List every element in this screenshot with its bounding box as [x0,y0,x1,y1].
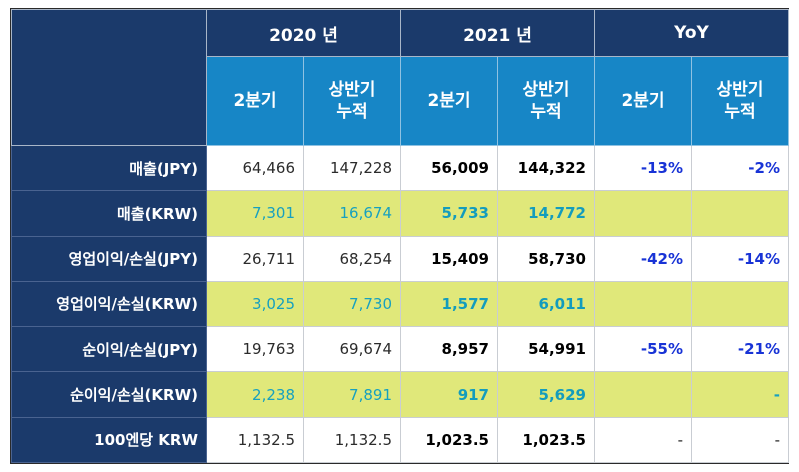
cell-2020-h1: 147,228 [303,144,401,192]
cell-yoy-h1: -2% [691,144,789,192]
header-h1-line2: 누적 [336,102,368,122]
header-2020: 2020 년 [206,9,401,57]
cell-2020-q2: 19,763 [206,326,304,373]
header-h1-line2: 누적 [724,102,756,122]
header-row-periods: 2분기 상반기 누적 2분기 상반기 누적 2분기 상반기 누적 [12,56,789,146]
cell-yoy-q2 [594,280,692,328]
cell-2021-h1: 14,772 [497,190,595,237]
row-label: 영업이익/손실(JPY) [11,235,207,282]
cell-2021-q2: 1,023.5 [400,416,498,464]
cell-2020-h1: 7,891 [303,371,401,418]
cell-2020-q2: 2,238 [206,371,304,418]
row-label: 매출(JPY) [11,144,207,192]
cell-yoy-h1: - [691,371,789,418]
table-row-operating-jpy: 영업이익/손실(JPY) 26,711 68,254 15,409 58,730… [11,235,789,282]
cell-yoy-h1 [691,190,789,237]
header-2020-h1: 상반기 누적 [303,56,401,146]
financial-table: 2020 년 2021 년 YoY 2분기 상반기 누적 2분기 상반기 누적 2분… [11,9,789,464]
cell-2021-h1: 6,011 [497,280,595,328]
row-label: 영업이익/손실(KRW) [11,280,207,328]
cell-yoy-q2: -55% [594,326,692,373]
header-2021: 2021 년 [400,9,595,57]
cell-yoy-h1: - [691,416,789,464]
table-row-revenue-krw: 매출(KRW) 7,301 16,674 5,733 14,772 [11,190,789,237]
cell-2021-h1: 5,629 [497,371,595,418]
table-row-operating-krw: 영업이익/손실(KRW) 3,025 7,730 1,577 6,011 [11,280,789,328]
cell-2020-q2: 7,301 [206,190,304,237]
header-h1-line1: 상반기 [522,80,570,100]
row-label: 매출(KRW) [11,190,207,237]
cell-2020-q2: 3,025 [206,280,304,328]
cell-2021-h1: 1,023.5 [497,416,595,464]
financial-table-frame: 2020 년 2021 년 YoY 2분기 상반기 누적 2분기 상반기 누적 2분… [10,8,789,464]
cell-2020-h1: 68,254 [303,235,401,282]
cell-yoy-h1: -14% [691,235,789,282]
row-label: 순이익/손실(JPY) [11,326,207,373]
cell-2021-h1: 58,730 [497,235,595,282]
cell-yoy-q2: -13% [594,144,692,192]
cell-2021-q2: 56,009 [400,144,498,192]
row-label: 100엔당 KRW [11,416,207,464]
header-2021-h1: 상반기 누적 [497,56,595,146]
cell-yoy-q2: -42% [594,235,692,282]
header-h1-line1: 상반기 [716,80,764,100]
cell-2021-q2: 8,957 [400,326,498,373]
cell-2020-h1: 16,674 [303,190,401,237]
table-row-revenue-jpy: 매출(JPY) 64,466 147,228 56,009 144,322 -1… [11,144,789,192]
cell-2020-h1: 1,132.5 [303,416,401,464]
cell-2020-q2: 1,132.5 [206,416,304,464]
cell-2021-h1: 144,322 [497,144,595,192]
header-corner [11,9,207,146]
cell-yoy-h1: -21% [691,326,789,373]
cell-2021-q2: 917 [400,371,498,418]
table-row-net-jpy: 순이익/손실(JPY) 19,763 69,674 8,957 54,991 -… [11,326,789,373]
table-row-fx-rate: 100엔당 KRW 1,132.5 1,132.5 1,023.5 1,023.… [11,416,789,464]
header-yoy-q2: 2분기 [594,56,692,146]
row-label: 순이익/손실(KRW) [11,371,207,418]
header-2020-q2: 2분기 [206,56,304,146]
header-h1-line2: 누적 [530,102,562,122]
header-yoy: YoY [594,9,789,57]
header-2021-q2: 2분기 [400,56,498,146]
cell-yoy-q2 [594,190,692,237]
cell-2021-q2: 1,577 [400,280,498,328]
header-yoy-h1: 상반기 누적 [691,56,789,146]
cell-2020-h1: 69,674 [303,326,401,373]
cell-2021-q2: 5,733 [400,190,498,237]
cell-yoy-q2: - [594,416,692,464]
table-row-net-krw: 순이익/손실(KRW) 2,238 7,891 917 5,629 - [11,371,789,418]
header-row-years: 2020 년 2021 년 YoY [11,9,789,146]
header-h1-line1: 상반기 [328,80,376,100]
cell-2021-h1: 54,991 [497,326,595,373]
cell-2021-q2: 15,409 [400,235,498,282]
cell-yoy-q2 [594,371,692,418]
cell-yoy-h1 [691,280,789,328]
cell-2020-q2: 64,466 [206,144,304,192]
cell-2020-h1: 7,730 [303,280,401,328]
cell-2020-q2: 26,711 [206,235,304,282]
